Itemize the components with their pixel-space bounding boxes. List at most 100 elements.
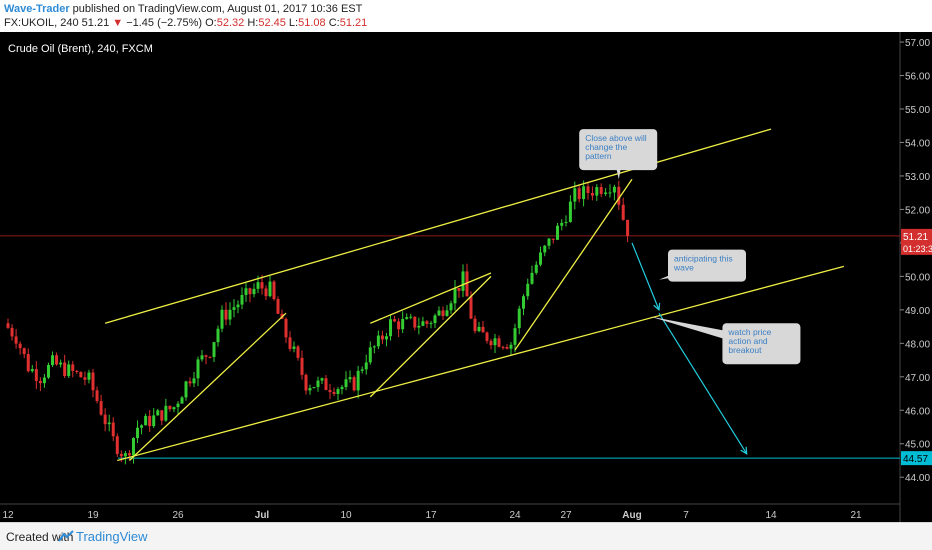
callout-text: anticipating this — [674, 254, 733, 264]
candle-down — [79, 372, 83, 378]
candle-up — [42, 377, 46, 384]
candle-down — [276, 299, 280, 314]
candle-up — [573, 188, 577, 202]
candle-up — [445, 310, 449, 316]
publish-line: Wave-Trader published on TradingView.com… — [4, 2, 362, 16]
candle-down — [14, 336, 18, 344]
candle-up — [543, 245, 547, 253]
y-tick-label: 44.00 — [905, 473, 930, 484]
candle-down — [441, 310, 445, 316]
candle-down — [626, 219, 630, 236]
candle-down — [393, 319, 397, 322]
callout-text: wave — [673, 263, 694, 273]
candle-up — [364, 362, 368, 370]
candle-up — [232, 307, 236, 310]
candle-up — [200, 355, 204, 360]
y-tick-label: 46.00 — [905, 406, 930, 417]
candle-up — [308, 388, 312, 391]
candle-down — [599, 187, 603, 194]
candle-down — [208, 356, 212, 358]
candle-down — [590, 193, 594, 196]
candle-up — [344, 379, 348, 387]
chart-area[interactable]: 44.0045.0046.0047.0048.0049.0050.0051.00… — [0, 32, 932, 522]
candle-up — [604, 192, 608, 194]
candle-down — [75, 370, 79, 373]
trendline-rising-wedge-2-lower — [369, 275, 492, 398]
candle-up — [595, 187, 599, 196]
countdown-label: 01:23:3 — [903, 244, 932, 254]
candle-down — [18, 343, 22, 349]
y-tick-label: 45.00 — [905, 440, 930, 451]
author-link[interactable]: Wave-Trader — [4, 3, 70, 15]
change-value: −1.45 (−2.75%) — [126, 17, 203, 29]
chart-title: Crude Oil (Brent), 240, FXCM — [8, 43, 153, 55]
candle-down — [304, 374, 308, 391]
high-value: 52.45 — [258, 17, 286, 29]
trendline-rising-wedge-2-upper — [370, 272, 492, 324]
candle-down — [260, 282, 264, 289]
y-tick-label: 49.00 — [905, 306, 930, 317]
candle-up — [176, 403, 180, 408]
candle-down — [288, 337, 292, 349]
candle-down — [413, 316, 417, 328]
projection-arrow-head — [740, 446, 748, 455]
candle-down — [55, 355, 59, 365]
candle-down — [224, 309, 228, 320]
x-tick-label: 24 — [509, 510, 521, 521]
candle-up — [560, 222, 564, 226]
candle-down — [380, 335, 384, 340]
candle-down — [469, 296, 473, 319]
candle-up — [131, 438, 135, 456]
candle-down — [10, 327, 14, 337]
candle-up — [421, 321, 425, 326]
candle-up — [316, 380, 320, 388]
candle-down — [296, 346, 300, 358]
projection-arrow-head — [653, 302, 661, 312]
candle-up — [405, 317, 409, 319]
y-tick-label: 54.00 — [905, 138, 930, 149]
candle-up — [530, 272, 534, 284]
candle-down — [485, 332, 489, 341]
candle-down — [328, 389, 332, 392]
x-tick-label: 14 — [765, 510, 777, 521]
candle-down — [497, 338, 501, 347]
candle-up — [417, 325, 421, 328]
candle-up — [372, 346, 376, 348]
candle-up — [268, 281, 272, 297]
candle-down — [352, 377, 356, 391]
candle-up — [220, 309, 224, 329]
candle-up — [312, 387, 316, 389]
x-tick-label: Jul — [255, 510, 270, 521]
candle-down — [465, 271, 469, 297]
candle-down — [505, 347, 509, 349]
candle-up — [513, 328, 517, 345]
last-price-label: 51.21 — [903, 232, 928, 243]
candle-up — [509, 344, 513, 349]
callout-text: watch price — [727, 327, 771, 337]
price-chart[interactable]: 44.0045.0046.0047.0048.0049.0050.0051.00… — [0, 32, 932, 522]
candle-down — [300, 357, 304, 375]
trendline-channel-lower — [117, 265, 845, 462]
callout-box — [722, 323, 801, 365]
candle-down — [22, 348, 26, 355]
low-value: 51.08 — [298, 17, 326, 29]
candle-up — [433, 315, 437, 324]
candle-down — [188, 381, 192, 384]
open-value: 52.32 — [216, 17, 245, 29]
candle-down — [99, 401, 103, 415]
candle-up — [401, 318, 405, 330]
support-price-tag — [901, 451, 932, 466]
tradingview-brand[interactable]: TradingView — [76, 529, 148, 544]
callout-box — [579, 129, 658, 171]
candle-up — [240, 294, 244, 305]
candle-down — [6, 323, 10, 328]
candle-up — [461, 271, 465, 291]
symbol-label: FX:UKOIL, 240 — [4, 17, 79, 29]
x-tick-label: 17 — [425, 510, 437, 521]
candle-down — [115, 436, 119, 454]
candle-down — [127, 453, 131, 456]
candle-down — [111, 422, 115, 437]
y-tick-label: 47.00 — [905, 373, 930, 384]
candle-up — [582, 186, 586, 200]
candle-up — [517, 308, 521, 329]
